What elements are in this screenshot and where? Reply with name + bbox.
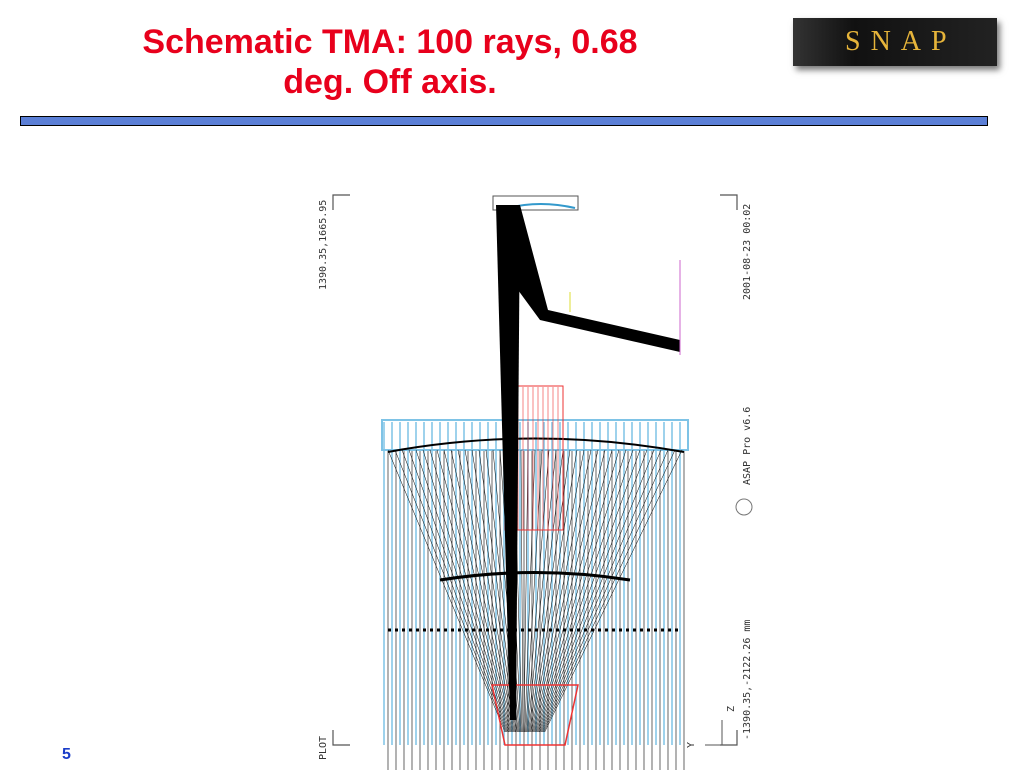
- plot-label: PLOT: [318, 736, 329, 760]
- frame-corners: [332, 194, 738, 746]
- ray: [544, 449, 683, 733]
- slide-number: 5: [62, 746, 71, 763]
- title-line: deg. Off axis.: [283, 63, 497, 101]
- axis-label: Z: [726, 706, 737, 712]
- logo-text: SNAP: [845, 26, 957, 57]
- corner: [332, 730, 350, 746]
- coord-label: 1390.35,1665.95: [318, 200, 329, 290]
- beam: [497, 205, 680, 352]
- date-label: 2001-08-23 00:02: [742, 204, 753, 300]
- ray: [429, 449, 511, 733]
- corner: [720, 730, 738, 746]
- logo-icon: [735, 498, 753, 516]
- ray: [538, 449, 641, 733]
- title-line: Schematic TMA: 100 rays, 0.68: [142, 23, 638, 61]
- rays: [381, 195, 689, 770]
- corner: [720, 194, 738, 210]
- logo: SNAP: [793, 18, 997, 66]
- ray: [520, 449, 524, 733]
- ray: [387, 449, 506, 733]
- ray: [401, 449, 508, 733]
- ray: [534, 449, 606, 733]
- corner: [332, 194, 350, 210]
- mirror: [439, 571, 631, 582]
- title: Schematic TMA: 100 rays, 0.68 deg. Off a…: [30, 22, 750, 102]
- mirror: [387, 437, 685, 453]
- software-label: ASAP Pro v6.6: [742, 407, 753, 485]
- ray: [530, 449, 578, 733]
- detector-baffle: [491, 684, 579, 746]
- ray: [415, 449, 510, 733]
- axis-label: Y: [686, 742, 697, 748]
- ray: [536, 449, 627, 733]
- axis-arrows: [705, 720, 723, 746]
- ray: [394, 449, 507, 733]
- beam: [496, 205, 520, 720]
- divider-bar: [20, 116, 988, 126]
- coord-label: -1390.35,-2122.26 mm: [742, 620, 753, 740]
